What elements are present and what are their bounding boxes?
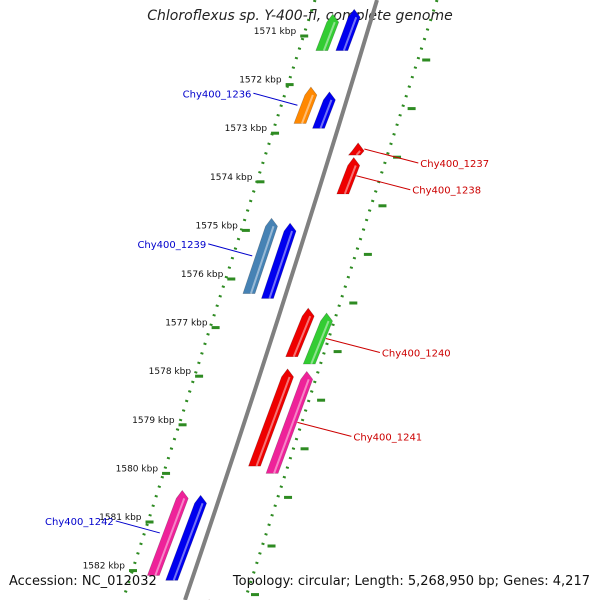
gene-feature[interactable]	[242, 217, 278, 294]
topology-text: Topology: circular; Length: 5,268,950 bp…	[232, 574, 590, 589]
gene-label-leader	[253, 92, 298, 106]
right-ruler	[243, 0, 439, 600]
gene-highlight	[355, 150, 361, 156]
ruler-tick-label: 1582 kbp	[83, 562, 126, 572]
ruler-tick-label: 1576 kbp	[181, 270, 224, 280]
gene-label[interactable]: Chy400_1241	[353, 432, 422, 443]
gene-label-leader	[297, 421, 352, 437]
gene-feature[interactable]	[315, 13, 340, 51]
gene-label-leader	[325, 338, 381, 354]
gene-feature[interactable]	[285, 307, 315, 358]
gene-highlight	[343, 165, 357, 195]
gene-label[interactable]: Chy400_1239	[137, 240, 206, 251]
gene-label-leader	[208, 243, 253, 257]
gene-label-leader	[364, 148, 419, 164]
ruler-tick-label: 1573 kbp	[225, 124, 268, 134]
ruler-tick-label: 1571 kbp	[254, 27, 297, 37]
ruler-tick-label: 1577 kbp	[165, 319, 208, 329]
gene-highlight	[319, 99, 333, 129]
gene-highlight	[273, 378, 310, 474]
accession-text: Accession: NC_012032	[9, 574, 157, 589]
gene-highlight	[322, 21, 336, 51]
gene-highlight	[255, 376, 291, 467]
gene-feature[interactable]	[293, 86, 318, 124]
ruler-tick-label: 1581 kbp	[99, 513, 142, 523]
gene-label[interactable]: Chy400_1242	[45, 517, 114, 528]
ruler-tick-label: 1580 kbp	[116, 464, 159, 474]
gene-feature[interactable]	[146, 489, 189, 576]
gene-feature[interactable]	[261, 222, 297, 299]
gene-feature[interactable]	[312, 91, 336, 129]
gene-highlight	[292, 315, 312, 358]
gene-feature[interactable]	[347, 142, 365, 156]
gene-highlight	[249, 225, 275, 294]
gene-label-leader	[115, 520, 160, 534]
gene-feature[interactable]	[165, 494, 207, 581]
gene-feature[interactable]	[248, 368, 294, 467]
gene-highlight	[301, 94, 314, 124]
gene-highlight	[154, 498, 186, 576]
gene-label[interactable]: Chy400_1237	[420, 159, 489, 170]
ruler-tick-label: 1572 kbp	[239, 76, 282, 86]
backbone	[183, 0, 379, 600]
ruler-tick-label: 1574 kbp	[210, 173, 253, 183]
gene-feature[interactable]	[302, 312, 333, 365]
gene-label[interactable]: Chy400_1236	[183, 89, 252, 100]
gene-highlight	[172, 502, 204, 581]
ruler-tick-label: 1578 kbp	[149, 367, 192, 377]
gene-feature[interactable]	[265, 370, 314, 474]
gene-label[interactable]: Chy400_1238	[412, 186, 481, 197]
gene-feature[interactable]	[336, 157, 361, 195]
gene-label-leader	[356, 175, 411, 191]
map-title: Chloroflexus sp. Y-400-fl, complete geno…	[147, 8, 453, 24]
gene-highlight	[310, 320, 330, 365]
gene-feature[interactable]	[335, 8, 361, 51]
ruler-tick-label: 1579 kbp	[132, 416, 175, 426]
ruler-tick-label: 1575 kbp	[195, 221, 238, 231]
gene-highlight	[342, 16, 358, 51]
gene-highlight	[268, 230, 294, 299]
gene-label[interactable]: Chy400_1240	[382, 349, 451, 360]
